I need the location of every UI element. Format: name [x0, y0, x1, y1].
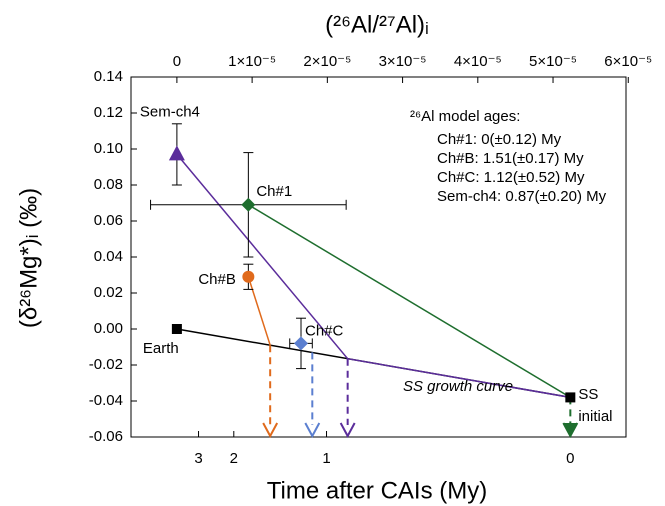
- bottom-tick-label: 2: [230, 450, 238, 467]
- arrow-head: [262, 422, 279, 439]
- y-axis-title: (δ²⁶Mg*)ᵢ (‰): [15, 188, 42, 328]
- y-tick-label: 0.14: [94, 68, 123, 85]
- point-label: Earth: [143, 340, 179, 357]
- y-tick-label: -0.06: [89, 428, 123, 445]
- y-tick-label: 0.08: [94, 176, 123, 193]
- y-tick-label: 0.02: [94, 284, 123, 301]
- point-label-text: SS initial: [578, 386, 613, 426]
- point: [171, 324, 182, 334]
- isochron-line: [247, 276, 271, 346]
- top-tick-label: 1×10⁻⁵: [228, 53, 276, 70]
- point-label: Ch#1: [256, 183, 292, 200]
- bottom-tick-label: 0: [566, 450, 574, 467]
- y-tick-label: 0.00: [94, 320, 123, 337]
- y-tick-label: 0.04: [94, 248, 123, 265]
- bottom-tick-label: 1: [322, 450, 330, 467]
- y-tick-label: 0.10: [94, 140, 123, 157]
- bottom-axis-title: Time after CAIs (My): [267, 477, 487, 504]
- arrow-head: [304, 422, 321, 439]
- top-tick-label: 3×10⁻⁵: [379, 53, 427, 70]
- top-tick-label: 2×10⁻⁵: [303, 53, 351, 70]
- point: [168, 145, 185, 161]
- bottom-tick-label: 3: [194, 450, 202, 467]
- point: [241, 197, 256, 212]
- model-age-entry: Ch#C: 1.12(±0.52) My: [437, 169, 585, 186]
- top-tick-label: 0: [173, 53, 181, 70]
- arrow-head: [562, 422, 579, 439]
- model-age-entry: Ch#1: 0(±0.12) My: [437, 131, 562, 148]
- point: [294, 336, 309, 351]
- top-axis-title: (²⁶Al/²⁷Al)ᵢ: [325, 11, 429, 38]
- top-tick-label: 6×10⁻⁵: [604, 53, 652, 70]
- isochron-line: [247, 204, 571, 399]
- point: [242, 270, 255, 283]
- arrow-head: [339, 422, 356, 439]
- point: [565, 392, 576, 403]
- top-tick-label: 5×10⁻⁵: [529, 53, 577, 70]
- model-ages-title: ²⁶Al model ages:: [410, 108, 520, 125]
- y-tick-label: 0.12: [94, 104, 123, 121]
- point-label: Ch#C: [305, 322, 344, 339]
- curve-label: SS growth curve: [403, 378, 513, 395]
- point-label: Sem-ch4: [140, 103, 200, 120]
- top-tick-label: 4×10⁻⁵: [454, 53, 502, 70]
- point-label: Ch#B: [198, 271, 236, 288]
- y-tick-label: 0.06: [94, 212, 123, 229]
- y-tick-label: -0.02: [89, 356, 123, 373]
- point-label: SS initial: [578, 386, 613, 426]
- model-age-entry: Ch#B: 1.51(±0.17) My: [437, 150, 584, 167]
- y-tick-label: -0.04: [89, 392, 123, 409]
- model-age-entry: Sem-ch4: 0.87(±0.20) My: [437, 188, 607, 205]
